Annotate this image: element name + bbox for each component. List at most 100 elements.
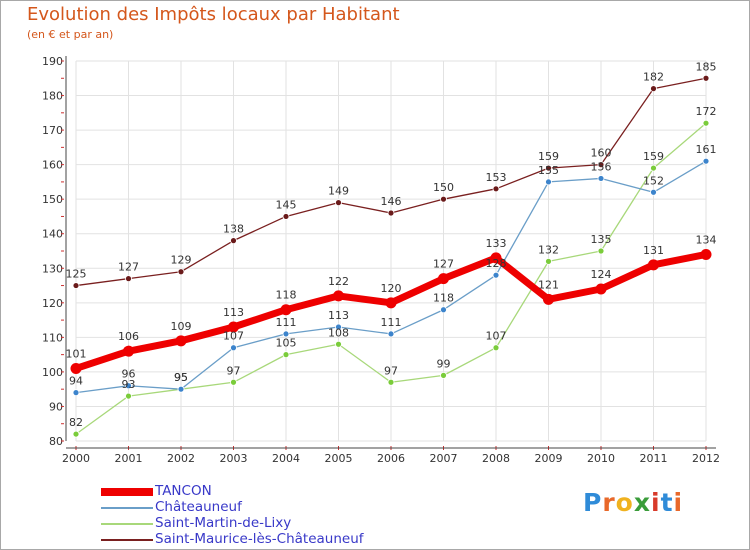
- data-point-tancon: [280, 304, 292, 316]
- data-point-saint-maurice-l-s-ch-teauneuf: [545, 164, 552, 172]
- x-tick-label: 2009: [535, 452, 563, 465]
- data-point-ch-teauneuf: [177, 385, 185, 393]
- x-tick-label: 2007: [430, 452, 458, 465]
- data-label-saint-martin-de-lixy: 159: [643, 150, 664, 163]
- data-label-saint-maurice-l-s-ch-teauneuf: 125: [66, 268, 87, 281]
- data-label-saint-martin-de-lixy: 108: [328, 326, 349, 339]
- data-label-saint-maurice-l-s-ch-teauneuf: 153: [486, 171, 507, 184]
- data-point-tancon: [70, 362, 82, 374]
- data-label-tancon: 122: [328, 275, 349, 288]
- data-label-ch-teauneuf: 155: [538, 164, 559, 177]
- data-label-tancon: 127: [433, 258, 454, 271]
- x-tick-label: 2002: [167, 452, 195, 465]
- x-tick-label: 2003: [220, 452, 248, 465]
- data-point-saint-maurice-l-s-ch-teauneuf: [230, 237, 237, 245]
- chart-title: Evolution des Impôts locaux par Habitant: [27, 4, 400, 25]
- data-point-tancon: [648, 259, 659, 271]
- data-label-saint-martin-de-lixy: 97: [384, 364, 398, 377]
- data-point-tancon: [228, 321, 239, 333]
- data-point-ch-teauneuf: [440, 306, 447, 314]
- y-tick-label: 120: [42, 297, 63, 310]
- data-label-tancon: 109: [171, 320, 192, 333]
- data-label-tancon: 131: [643, 244, 664, 257]
- data-point-ch-teauneuf: [282, 330, 290, 338]
- data-label-saint-martin-de-lixy: 93: [122, 378, 136, 391]
- data-point-saint-martin-de-lixy: [72, 430, 80, 438]
- data-point-tancon: [543, 293, 554, 305]
- data-label-ch-teauneuf: 111: [276, 316, 297, 329]
- data-label-tancon: 101: [66, 347, 87, 360]
- logo-letter: i: [651, 488, 661, 517]
- y-tick-label: 160: [42, 159, 63, 172]
- data-label-tancon: 133: [486, 237, 507, 250]
- data-label-saint-maurice-l-s-ch-teauneuf: 145: [276, 198, 297, 211]
- chart-subtitle: (en € et par an): [27, 28, 114, 41]
- data-point-tancon: [490, 252, 502, 264]
- data-point-saint-martin-de-lixy: [597, 247, 605, 255]
- data-point-saint-maurice-l-s-ch-teauneuf: [282, 213, 290, 220]
- logo-letter: o: [615, 488, 634, 517]
- data-label-ch-teauneuf: 156: [591, 160, 612, 173]
- data-point-tancon: [333, 290, 344, 302]
- data-label-tancon: 118: [276, 289, 297, 302]
- data-label-tancon: 113: [223, 306, 244, 319]
- data-label-ch-teauneuf: 96: [122, 368, 136, 381]
- y-tick-label: 170: [42, 124, 63, 137]
- data-label-tancon: 106: [118, 330, 139, 343]
- data-point-saint-martin-de-lixy: [125, 392, 132, 400]
- legend-swatch-tancon: [101, 488, 153, 496]
- legend-item-saint-maurice: Saint-Maurice-lès-Châteauneuf: [101, 531, 441, 548]
- y-tick-label: 180: [42, 90, 63, 103]
- y-tick-label: 130: [42, 262, 63, 275]
- data-label-saint-martin-de-lixy: 132: [538, 243, 559, 256]
- logo-letter: i: [673, 488, 684, 517]
- data-point-saint-maurice-l-s-ch-teauneuf: [125, 275, 132, 283]
- data-point-saint-martin-de-lixy: [545, 257, 552, 265]
- y-tick-label: 80: [49, 435, 63, 448]
- data-label-saint-maurice-l-s-ch-teauneuf: 160: [591, 147, 612, 160]
- data-label-saint-martin-de-lixy: 97: [227, 364, 241, 377]
- logo-letter: t: [660, 488, 674, 517]
- data-label-tancon: 121: [538, 278, 559, 291]
- data-label-saint-martin-de-lixy: 105: [276, 337, 297, 350]
- data-point-ch-teauneuf: [72, 389, 80, 397]
- data-point-saint-martin-de-lixy: [492, 344, 500, 352]
- data-point-saint-martin-de-lixy: [702, 119, 710, 127]
- x-tick-label: 2012: [692, 452, 720, 465]
- data-label-saint-maurice-l-s-ch-teauneuf: 159: [538, 150, 559, 163]
- data-label-ch-teauneuf: 95: [174, 371, 188, 384]
- x-tick-label: 2010: [587, 452, 615, 465]
- legend-item-tancon: TANCON: [101, 483, 441, 500]
- data-label-saint-maurice-l-s-ch-teauneuf: 149: [328, 185, 349, 198]
- data-point-saint-martin-de-lixy: [387, 378, 395, 386]
- legend-swatch-saint-maurice: [101, 539, 153, 541]
- x-tick-label: 2005: [325, 452, 353, 465]
- data-label-saint-maurice-l-s-ch-teauneuf: 129: [171, 254, 192, 267]
- logo-letter: r: [602, 488, 616, 517]
- y-tick-label: 150: [42, 193, 63, 206]
- data-label-tancon: 124: [591, 268, 612, 281]
- data-label-ch-teauneuf: 111: [381, 316, 402, 329]
- data-label-ch-teauneuf: 152: [643, 174, 664, 187]
- legend-item-chateauneuf: Châteauneuf: [101, 499, 441, 516]
- data-label-saint-martin-de-lixy: 107: [486, 330, 507, 343]
- data-point-saint-maurice-l-s-ch-teauneuf: [177, 268, 185, 276]
- y-tick-label: 110: [42, 331, 63, 344]
- data-point-ch-teauneuf: [545, 178, 552, 186]
- data-label-saint-maurice-l-s-ch-teauneuf: 185: [696, 60, 717, 73]
- data-point-saint-maurice-l-s-ch-teauneuf: [597, 161, 605, 169]
- data-point-saint-martin-de-lixy: [440, 371, 447, 379]
- data-point-ch-teauneuf: [230, 344, 237, 352]
- data-label-ch-teauneuf: 118: [433, 292, 454, 305]
- data-point-ch-teauneuf: [650, 188, 657, 196]
- legend-label-tancon: TANCON: [155, 483, 212, 499]
- data-point-ch-teauneuf: [702, 157, 710, 165]
- data-point-tancon: [175, 335, 187, 347]
- x-tick-label: 2000: [62, 452, 90, 465]
- data-point-saint-maurice-l-s-ch-teauneuf: [335, 199, 342, 207]
- data-label-saint-martin-de-lixy: 99: [437, 357, 451, 370]
- data-point-saint-martin-de-lixy: [650, 164, 657, 172]
- y-tick-label: 190: [42, 55, 63, 68]
- data-point-ch-teauneuf: [335, 323, 342, 331]
- data-point-saint-maurice-l-s-ch-teauneuf: [702, 74, 710, 82]
